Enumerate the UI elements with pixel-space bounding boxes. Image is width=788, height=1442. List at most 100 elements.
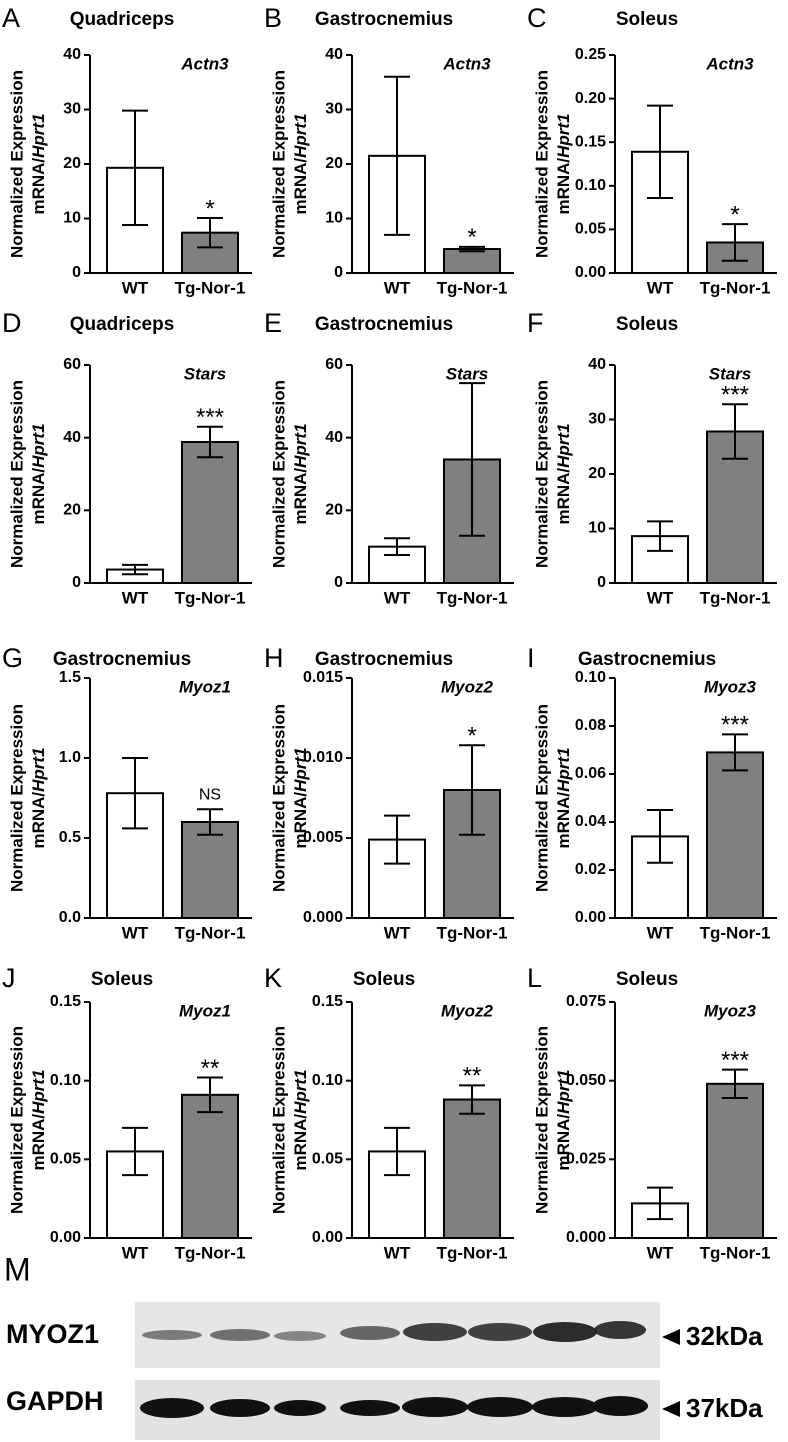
y-axis-gene: Hprt1 [554,747,573,791]
error-bar [722,733,748,772]
x-tick-label: WT [647,278,674,297]
error-bar [197,808,223,836]
x-tick-label: Tg-Nor-1 [175,588,246,607]
axis-line [351,1002,514,1239]
panel-letter: G [2,643,23,673]
arrowhead [662,1329,680,1345]
y-axis-label: mRNA/Hprt1 [554,1069,573,1170]
band [274,1400,326,1416]
y-tick-label: 0.5 [59,829,81,846]
y-tick-label: 0.025 [566,1151,606,1168]
y-tick-label: 40 [63,46,81,63]
blot-row-label: MYOZ1 [6,1319,99,1349]
gene-label: Actn3 [442,54,491,73]
y-tick-label: 0.05 [575,221,606,238]
y-axis-unit: mRNA/ [291,468,310,525]
panel-title: Gastrocnemius [578,649,716,670]
error-bar [197,1076,223,1114]
panel-letter: M [4,1251,31,1287]
y-tick-label: 0 [72,264,81,281]
panel-title: Gastrocnemius [315,9,453,30]
error-bar [384,75,410,236]
band [532,1397,598,1417]
panel-title: Gastrocnemius [53,649,191,670]
band [340,1326,400,1340]
y-tick-label: 0 [72,574,81,591]
y-axis-label: Normalized Expression [532,1026,551,1214]
x-tick-label: Tg-Nor-1 [700,1243,771,1262]
x-tick-label: Tg-Nor-1 [437,278,508,297]
y-axis-label: Normalized Expression [7,70,26,258]
y-tick-label: 0.15 [575,133,606,150]
y-axis-label: Normalized Expression [7,1026,26,1214]
bar [443,1098,501,1239]
y-tick-label: 0.00 [575,264,606,281]
panel-letter: I [527,643,535,673]
y-axis-gene: Hprt1 [291,113,310,157]
error-bar [459,1084,485,1115]
band [402,1397,468,1417]
band [210,1399,270,1417]
y-axis-label: mRNA/Hprt1 [291,423,310,524]
y-axis-label: mRNA/Hprt1 [29,113,48,214]
x-tick-label: Tg-Nor-1 [175,923,246,942]
panel-letter: D [2,308,22,338]
y-tick-label: 60 [325,356,343,373]
bar [443,248,501,275]
error-bar [722,223,748,262]
y-tick-label: 20 [63,502,81,519]
x-tick-label: Tg-Nor-1 [437,923,508,942]
band [594,1321,646,1339]
error-bar [197,216,223,249]
panel-letter: E [264,308,282,338]
error-bar [122,1126,148,1177]
y-tick-label: 40 [325,429,343,446]
band-size: 32kDa [686,1321,763,1351]
y-tick-label: 0.15 [50,993,81,1010]
y-tick-label: 0.0 [59,909,81,926]
y-tick-label: 0.000 [566,1229,606,1246]
axis-line [89,1002,252,1239]
y-tick-label: 0.10 [575,177,606,194]
x-tick-label: WT [647,1243,674,1262]
x-tick-label: WT [647,923,674,942]
y-tick-label: 60 [63,356,81,373]
y-axis-label: mRNA/Hprt1 [554,423,573,524]
y-axis-label: Normalized Expression [269,70,288,258]
y-axis-label: Normalized Expression [7,380,26,568]
gene-label: Stars [709,364,752,383]
x-tick-label: WT [384,588,411,607]
significance: * [205,195,214,222]
panel-letter: J [2,963,16,993]
x-tick-label: WT [122,923,149,942]
y-tick-label: 0.015 [303,669,343,686]
y-tick-label: 20 [63,155,81,172]
bar [706,751,764,920]
significance: *** [721,1047,749,1074]
significance: *** [721,712,749,739]
y-axis-label: Normalized Expression [532,704,551,892]
gene-label: Myoz2 [441,677,494,696]
y-tick-label: 20 [325,502,343,519]
x-tick-label: Tg-Nor-1 [175,278,246,297]
y-tick-label: 0.25 [575,46,606,63]
y-tick-label: 0.06 [575,765,606,782]
error-bar [384,814,410,865]
axis-line [351,678,514,919]
y-tick-label: 10 [325,210,343,227]
y-axis-gene: Hprt1 [29,747,48,791]
band [468,1323,532,1341]
error-bar [647,520,673,552]
error-bar [122,757,148,830]
panel-letter: B [264,3,282,33]
y-axis-gene: Hprt1 [554,1069,573,1113]
significance: ** [463,1063,482,1090]
bar [706,1082,764,1240]
y-axis-label: mRNA/Hprt1 [29,1069,48,1170]
error-bar [647,809,673,864]
y-tick-label: 0.00 [50,1229,81,1246]
error-bar [384,537,410,557]
y-axis-gene: Hprt1 [554,113,573,157]
panel-letter: L [527,963,542,993]
y-axis-unit: mRNA/ [291,1114,310,1171]
